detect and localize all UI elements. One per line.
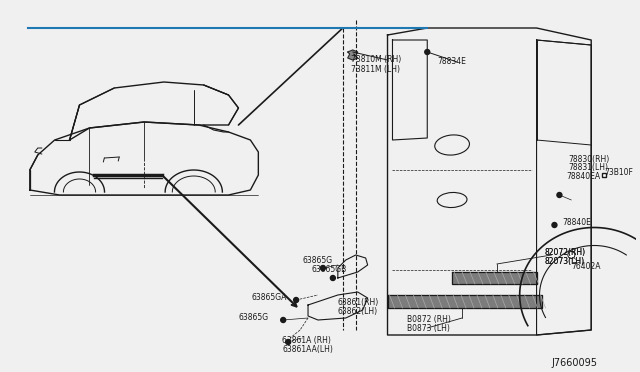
Circle shape <box>285 340 291 344</box>
Text: 63861(RH): 63861(RH) <box>338 298 379 307</box>
Text: 82072(RH): 82072(RH) <box>545 248 586 257</box>
Circle shape <box>281 317 285 323</box>
Text: 63865G: 63865G <box>302 256 332 265</box>
Text: 78840E: 78840E <box>563 218 591 227</box>
Text: 78830(RH): 78830(RH) <box>568 155 610 164</box>
Circle shape <box>568 251 575 259</box>
Circle shape <box>557 192 562 198</box>
Polygon shape <box>387 295 541 308</box>
Text: 78840EA: 78840EA <box>566 172 600 181</box>
Circle shape <box>552 222 557 228</box>
Text: 78831(LH): 78831(LH) <box>568 163 609 172</box>
Text: 82073(LH): 82073(LH) <box>545 257 584 266</box>
Circle shape <box>321 266 325 270</box>
Text: 73B10F: 73B10F <box>604 168 633 177</box>
Text: 63865G: 63865G <box>239 313 269 322</box>
Polygon shape <box>452 272 536 284</box>
Text: J7660095: J7660095 <box>552 358 598 368</box>
Circle shape <box>294 298 299 302</box>
Text: B0872 (RH): B0872 (RH) <box>408 315 451 324</box>
Text: B0873 (LH): B0873 (LH) <box>408 324 451 333</box>
Text: 73810M (RH): 73810M (RH) <box>351 55 401 64</box>
Text: 82072(RH): 82072(RH) <box>545 248 586 257</box>
Polygon shape <box>348 50 358 60</box>
Text: 73811M (LH): 73811M (LH) <box>351 65 400 74</box>
Text: 63861AA(LH): 63861AA(LH) <box>282 345 333 354</box>
Circle shape <box>425 49 429 55</box>
Text: 82073(LH): 82073(LH) <box>545 257 584 266</box>
Text: 63865GB: 63865GB <box>311 265 346 274</box>
Text: 76402A: 76402A <box>572 262 601 271</box>
Text: 63865GA: 63865GA <box>252 293 287 302</box>
Text: 78834E: 78834E <box>437 57 466 66</box>
Text: 63862(LH): 63862(LH) <box>338 307 378 316</box>
Circle shape <box>330 276 335 280</box>
Text: 63861A (RH): 63861A (RH) <box>282 336 331 345</box>
